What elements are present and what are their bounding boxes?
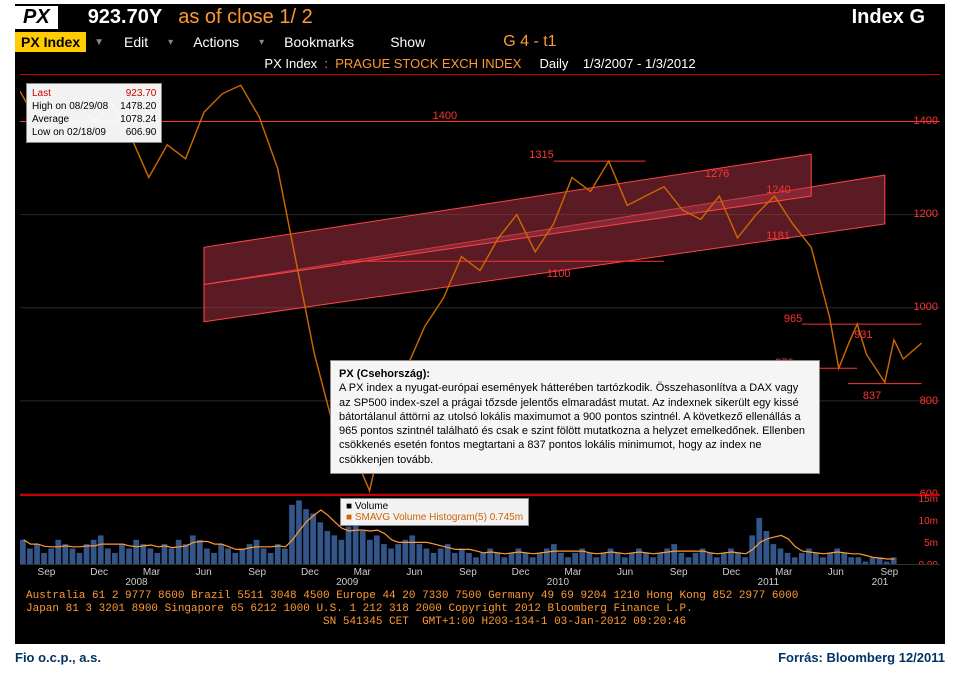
asof-label: as of close 1/ 2 <box>178 6 313 29</box>
xtick-label: Jun <box>196 567 212 578</box>
xtick-label: Sep <box>38 567 56 578</box>
px-index-button[interactable]: PX Index <box>15 32 86 52</box>
dropdown-icon[interactable]: ▾ <box>168 37 173 48</box>
y-axis-right: 600800100012001400 <box>898 75 940 494</box>
page-footer: Fio o.c.p., a.s. Forrás: Bloomberg 12/20… <box>0 648 960 667</box>
menu-edit[interactable]: Edit <box>106 34 166 50</box>
menu-show[interactable]: Show <box>372 34 443 50</box>
year-label: 2009 <box>336 577 358 588</box>
footer-line-1: Australia 61 2 9777 8600 Brazil 5511 304… <box>26 590 934 603</box>
annotation-title: PX (Csehország): <box>339 367 811 381</box>
ytick-label: 1000 <box>914 301 938 313</box>
price-chart: Last923.70 High on 08/29/081478.20 Avera… <box>20 74 940 494</box>
volume-chart: ■ Volume ■ SMAVG Volume Histogram(5) 0.7… <box>20 494 940 564</box>
ytick-label: 1200 <box>914 208 938 220</box>
footer-left: Fio o.c.p., a.s. <box>15 650 101 665</box>
price-value: 923.70Y <box>88 6 163 29</box>
g4-t1-label: G 4 - t1 <box>503 33 556 51</box>
vol-ytick: 15m <box>919 494 938 505</box>
footer-right: Forrás: Bloomberg 12/2011 <box>778 650 945 665</box>
ytick-label: 800 <box>920 395 938 407</box>
bloomberg-terminal: PX 923.70Y as of close 1/ 2 Index G PX I… <box>15 4 945 644</box>
ticker-symbol: PX <box>15 6 58 29</box>
annotation-body: A PX index a nyugat-európai események há… <box>339 381 811 467</box>
menu-actions[interactable]: Actions <box>175 34 257 50</box>
xtick-label: Jun <box>406 567 422 578</box>
vol-ytick: 5m <box>924 538 938 549</box>
annotation-box: PX (Csehország): A PX index a nyugat-eur… <box>330 360 820 474</box>
year-label: 2010 <box>547 577 569 588</box>
chart-legend: Last923.70 High on 08/29/081478.20 Avera… <box>26 83 162 143</box>
vol-ytick: 10m <box>919 516 938 527</box>
index-right-label: Index G <box>852 6 925 29</box>
menu-bookmarks[interactable]: Bookmarks <box>266 34 372 50</box>
dropdown-icon[interactable]: ▼ <box>94 37 104 48</box>
xtick-label: Jun <box>828 567 844 578</box>
xtick-label: Dec <box>90 567 108 578</box>
menubar: PX Index ▼ Edit ▾ Actions ▾ Bookmarks Sh… <box>15 30 945 54</box>
year-label: 2008 <box>125 577 147 588</box>
volume-legend: ■ Volume ■ SMAVG Volume Histogram(5) 0.7… <box>340 498 529 526</box>
xtick-label: Sep <box>459 567 477 578</box>
year-label: 201 <box>872 577 889 588</box>
xtick-label: Jun <box>617 567 633 578</box>
subheader: PX Index : PRAGUE STOCK EXCH INDEX Daily… <box>15 54 945 74</box>
ytick-label: 1400 <box>914 115 938 127</box>
xtick-label: Sep <box>248 567 266 578</box>
footer-line-2: Japan 81 3 3201 8900 Singapore 65 6212 1… <box>26 603 934 616</box>
footer-line-3: SN 541345 CET GMT+1:00 H203-134-1 03-Jan… <box>26 616 934 629</box>
top-header: PX 923.70Y as of close 1/ 2 Index G <box>15 4 945 30</box>
x-axis: SepDecMarJunSepDecMarJunSepDecMarJunSepD… <box>20 564 940 588</box>
xtick-label: Dec <box>512 567 530 578</box>
xtick-label: Dec <box>722 567 740 578</box>
year-label: 2011 <box>758 577 780 588</box>
terminal-footer: Australia 61 2 9777 8600 Brazil 5511 304… <box>20 588 940 632</box>
dropdown-icon[interactable]: ▾ <box>259 37 264 48</box>
xtick-label: Sep <box>670 567 688 578</box>
xtick-label: Dec <box>301 567 319 578</box>
